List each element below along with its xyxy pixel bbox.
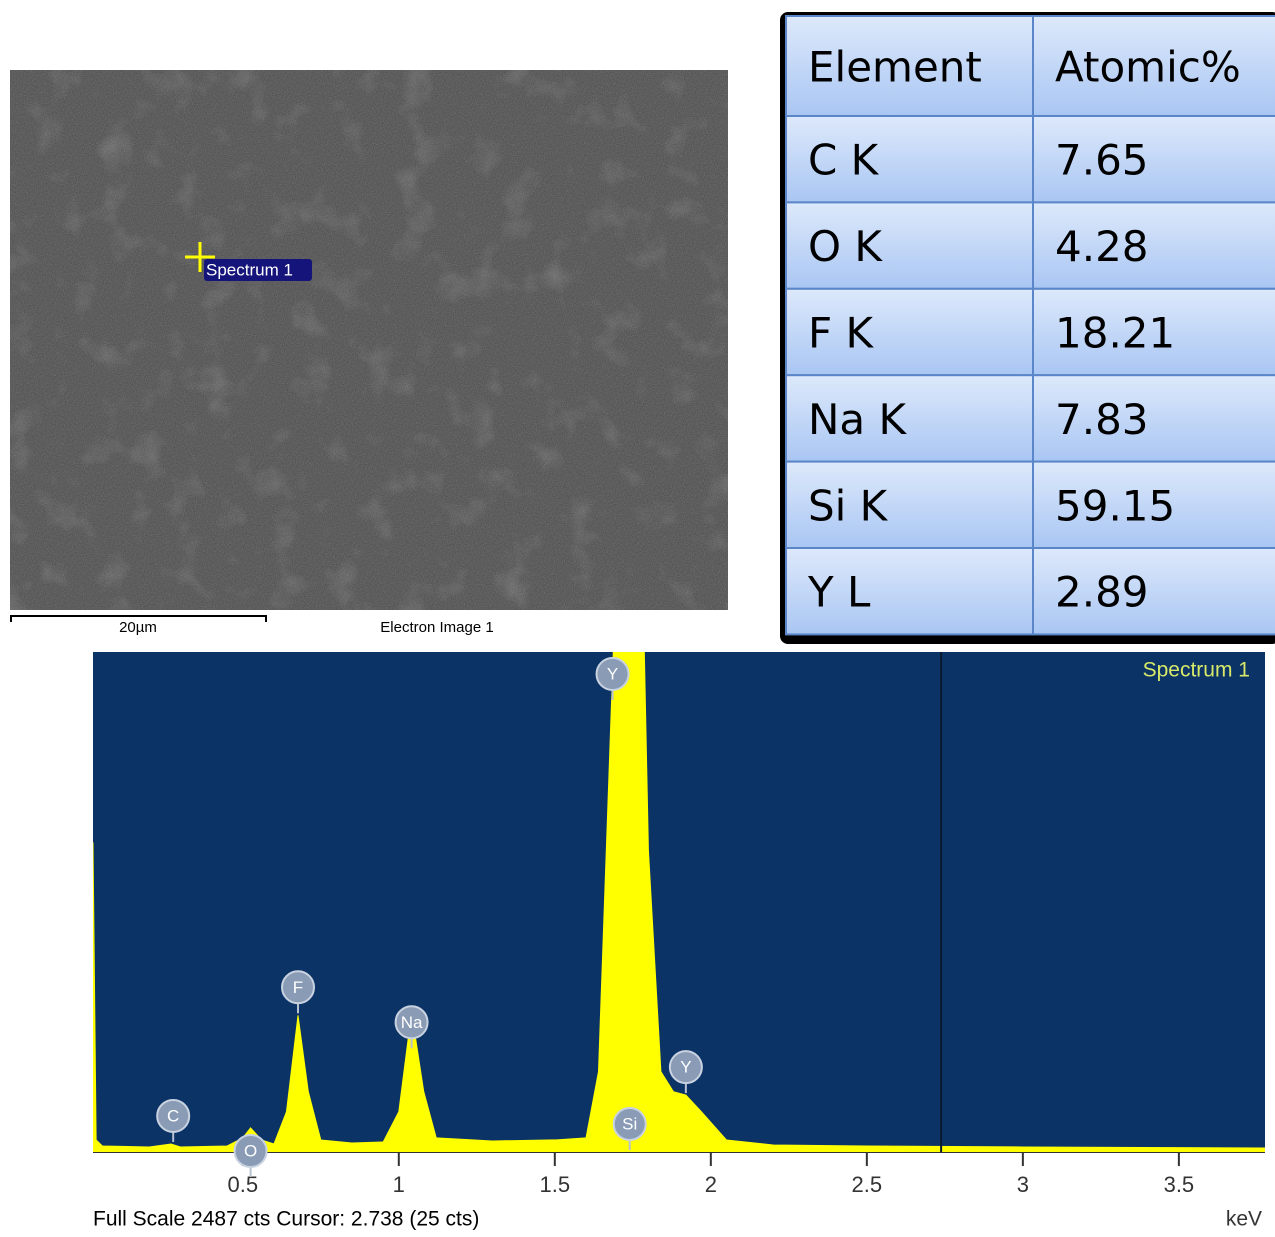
image-caption: Electron Image 1 xyxy=(380,619,493,636)
peak-label: C xyxy=(167,1106,179,1125)
electron-image: Spectrum 1 20µm Electron Image 1 xyxy=(10,70,728,636)
peak-label: Y xyxy=(607,664,618,683)
figure: Spectrum 1 20µm Electron Image 1 Element… xyxy=(0,0,1275,1232)
x-tick-label: 1.5 xyxy=(540,1172,571,1197)
footer: Full Scale 2487 cts Cursor: 2.738 (25 ct… xyxy=(93,1208,479,1231)
x-tick-label: 1 xyxy=(393,1172,405,1197)
page: Spectrum 1 20µm Electron Image 1 Element… xyxy=(0,0,1275,1237)
x-tick-label: 0.5 xyxy=(227,1172,258,1197)
peak-label: Si xyxy=(622,1114,637,1133)
marker-label: Spectrum 1 xyxy=(206,260,293,279)
peak-label: Na xyxy=(401,1013,423,1032)
table-text: 59.15 xyxy=(1055,481,1175,530)
x-tick-label: 3.5 xyxy=(1164,1172,1195,1197)
x-axis-label: keV xyxy=(1226,1208,1262,1231)
x-tick-label: 2 xyxy=(705,1172,717,1197)
x-tick-label: 3 xyxy=(1017,1172,1029,1197)
header-cell: Element xyxy=(808,43,982,92)
table-text: 18.21 xyxy=(1055,309,1175,358)
table-text: Si K xyxy=(808,481,889,530)
peak-label: O xyxy=(244,1141,257,1160)
table-text: Na K xyxy=(808,395,908,444)
table-text: 4.28 xyxy=(1055,222,1149,271)
chart-title: Spectrum 1 xyxy=(1143,659,1250,682)
results-table: Element Atomic% C K 7.65 O K 4.28 F K 18.21 Na K… xyxy=(780,12,1275,644)
spectrum-chart: Spectrum 1 0.5 1 1.5 2 2.5 3 3.5 keV Full Scale 2… xyxy=(93,549,1265,1231)
peak-label: F xyxy=(293,978,303,997)
table-text: F K xyxy=(808,309,875,358)
table-text: 2.89 xyxy=(1055,568,1149,617)
header-cell: Atomic% xyxy=(1055,43,1241,92)
table-text: 7.83 xyxy=(1055,395,1149,444)
peak-label: Y xyxy=(680,1058,691,1077)
table-text: 7.65 xyxy=(1055,136,1149,185)
table-text: O K xyxy=(808,222,883,271)
table-text: C K xyxy=(808,136,880,185)
x-tick-label: 2.5 xyxy=(852,1172,883,1197)
scale-label: 20µm xyxy=(119,619,157,636)
table-text: Y L xyxy=(807,568,871,617)
